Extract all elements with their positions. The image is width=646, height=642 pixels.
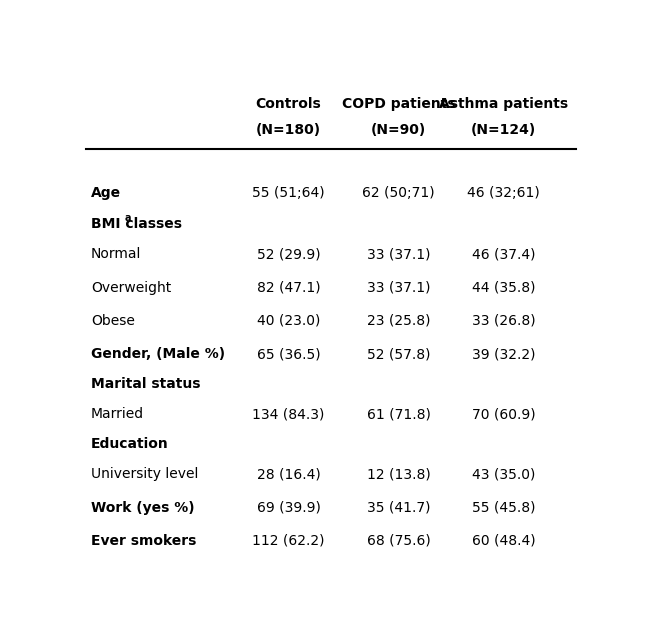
Text: 61 (71.8): 61 (71.8) [367, 407, 431, 421]
Text: 23 (25.8): 23 (25.8) [367, 314, 430, 328]
Text: 33 (37.1): 33 (37.1) [367, 281, 430, 295]
Text: Gender, (Male %): Gender, (Male %) [90, 347, 225, 361]
Text: (N=180): (N=180) [256, 123, 321, 137]
Text: (N=90): (N=90) [371, 123, 426, 137]
Text: 33 (26.8): 33 (26.8) [472, 314, 536, 328]
Text: Ever smokers: Ever smokers [90, 534, 196, 548]
Text: Education: Education [90, 437, 169, 451]
Text: 12 (13.8): 12 (13.8) [367, 467, 430, 482]
Text: 134 (84.3): 134 (84.3) [253, 407, 325, 421]
Text: University level: University level [90, 467, 198, 482]
Text: Marital status: Marital status [90, 377, 200, 391]
Text: 33 (37.1): 33 (37.1) [367, 247, 430, 261]
Text: 68 (75.6): 68 (75.6) [367, 534, 430, 548]
Text: (N=124): (N=124) [471, 123, 536, 137]
Text: 65 (36.5): 65 (36.5) [256, 347, 320, 361]
Text: Age: Age [90, 186, 121, 200]
Text: Overweight: Overweight [90, 281, 171, 295]
Text: a: a [125, 213, 131, 223]
Text: 62 (50;71): 62 (50;71) [362, 186, 435, 200]
Text: 70 (60.9): 70 (60.9) [472, 407, 536, 421]
Text: Controls: Controls [256, 97, 322, 111]
Text: 35 (41.7): 35 (41.7) [367, 501, 430, 515]
Text: Work (yes %): Work (yes %) [90, 501, 194, 515]
Text: 52 (57.8): 52 (57.8) [367, 347, 430, 361]
Text: 82 (47.1): 82 (47.1) [256, 281, 320, 295]
Text: Normal: Normal [90, 247, 141, 261]
Text: 44 (35.8): 44 (35.8) [472, 281, 536, 295]
Text: 69 (39.9): 69 (39.9) [256, 501, 320, 515]
Text: 40 (23.0): 40 (23.0) [257, 314, 320, 328]
Text: Obese: Obese [90, 314, 134, 328]
Text: 46 (37.4): 46 (37.4) [472, 247, 536, 261]
Text: Married: Married [90, 407, 144, 421]
Text: 55 (51;64): 55 (51;64) [252, 186, 325, 200]
Text: 60 (48.4): 60 (48.4) [472, 534, 536, 548]
Text: 52 (29.9): 52 (29.9) [256, 247, 320, 261]
Text: BMI classes: BMI classes [90, 217, 182, 231]
Text: COPD patients: COPD patients [342, 97, 455, 111]
Text: 39 (32.2): 39 (32.2) [472, 347, 536, 361]
Text: 55 (45.8): 55 (45.8) [472, 501, 536, 515]
Text: 46 (32;61): 46 (32;61) [468, 186, 540, 200]
Text: 112 (62.2): 112 (62.2) [253, 534, 325, 548]
Text: 28 (16.4): 28 (16.4) [256, 467, 320, 482]
Text: 43 (35.0): 43 (35.0) [472, 467, 536, 482]
Text: Asthma patients: Asthma patients [439, 97, 568, 111]
